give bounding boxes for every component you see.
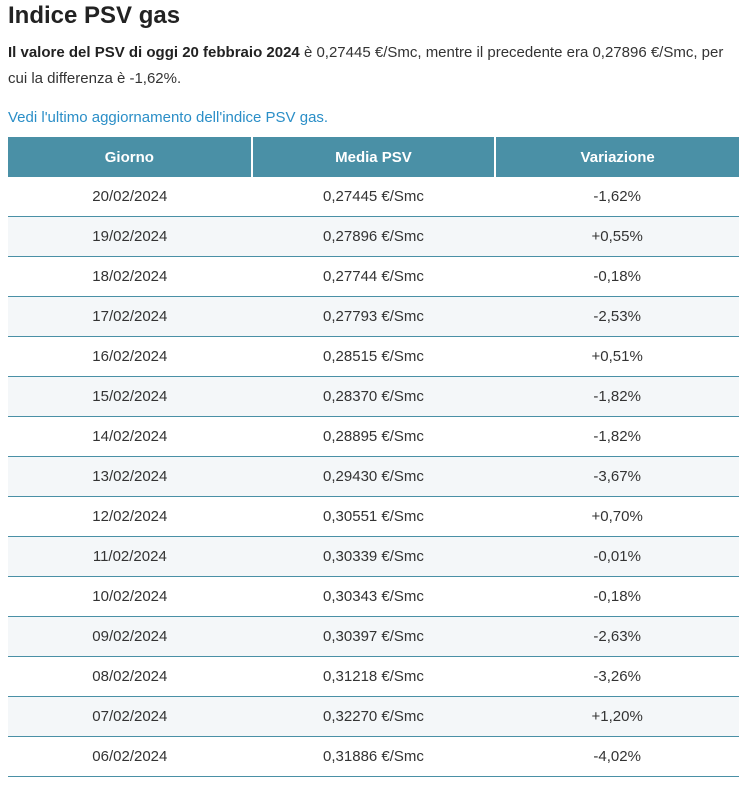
cell-day: 10/02/2024 [8,576,252,617]
cell-day: 13/02/2024 [8,456,252,497]
cell-variazione: -1,82% [495,416,739,457]
table-row: 11/02/2024 0,30339 €/Smc -0,01% [8,536,739,577]
cell-day: 14/02/2024 [8,416,252,457]
table-row: 18/02/2024 0,27744 €/Smc -0,18% [8,256,739,297]
cell-media-psv: 0,27896 €/Smc [251,216,496,257]
psv-table: Giorno Media PSV Variazione 20/02/2024 0,… [8,137,739,777]
cell-day: 15/02/2024 [8,376,252,417]
table-row: 13/02/2024 0,29430 €/Smc -3,67% [8,456,739,497]
cell-media-psv: 0,30551 €/Smc [251,496,496,537]
cell-media-psv: 0,28895 €/Smc [251,416,496,457]
table-row: 19/02/2024 0,27896 €/Smc +0,55% [8,216,739,257]
cell-variazione: -0,01% [495,536,739,577]
table-row: 20/02/2024 0,27445 €/Smc -1,62% [8,177,739,217]
header-media-psv: Media PSV [251,137,497,177]
cell-variazione: -1,62% [495,177,739,217]
cell-media-psv: 0,32270 €/Smc [251,696,496,737]
table-row: 14/02/2024 0,28895 €/Smc -1,82% [8,416,739,457]
cell-variazione: -2,63% [495,616,739,657]
cell-media-psv: 0,27744 €/Smc [251,256,496,297]
cell-media-psv: 0,27445 €/Smc [251,177,496,217]
cell-variazione: -0,18% [495,576,739,617]
cell-day: 09/02/2024 [8,616,252,657]
header-variazione: Variazione [495,137,739,177]
cell-media-psv: 0,31218 €/Smc [251,656,496,697]
cell-day: 12/02/2024 [8,496,252,537]
cell-variazione: -1,82% [495,376,739,417]
intro-bold-text: Il valore del PSV di oggi 20 febbraio 20… [8,44,300,61]
intro-text: è 0,27445 €/Smc, mentre il precedente er… [8,44,724,87]
cell-day: 11/02/2024 [8,536,252,577]
cell-variazione: +1,20% [495,696,739,737]
table-row: 17/02/2024 0,27793 €/Smc -2,53% [8,296,739,337]
cell-variazione: -0,18% [495,256,739,297]
intro-paragraph: Il valore del PSV di oggi 20 febbraio 20… [8,40,737,92]
table-row: 12/02/2024 0,30551 €/Smc +0,70% [8,496,739,537]
page-content: Indice PSV gas Il valore del PSV di oggi… [8,2,739,777]
cell-day: 06/02/2024 [8,736,252,777]
cell-day: 17/02/2024 [8,296,252,337]
table-body: 20/02/2024 0,27445 €/Smc -1,62% 19/02/2024 0… [8,177,739,777]
table-header: Giorno Media PSV Variazione [8,137,739,177]
cell-media-psv: 0,28515 €/Smc [251,336,496,377]
table-row: 07/02/2024 0,32270 €/Smc +1,20% [8,696,739,737]
cell-media-psv: 0,31886 €/Smc [251,736,496,777]
table-row: 16/02/2024 0,28515 €/Smc +0,51% [8,336,739,377]
latest-update-link[interactable]: Vedi l'ultimo aggiornamento dell'indice … [8,109,329,126]
table-row: 06/02/2024 0,31886 €/Smc -4,02% [8,736,739,777]
cell-variazione: -4,02% [495,736,739,777]
cell-day: 16/02/2024 [8,336,252,377]
cell-variazione: -2,53% [495,296,739,337]
cell-media-psv: 0,27793 €/Smc [251,296,496,337]
table-row: 10/02/2024 0,30343 €/Smc -0,18% [8,576,739,617]
table-row: 08/02/2024 0,31218 €/Smc -3,26% [8,656,739,697]
cell-day: 07/02/2024 [8,696,252,737]
cell-variazione: +0,51% [495,336,739,377]
cell-day: 19/02/2024 [8,216,252,257]
page-title: Indice PSV gas [8,2,181,29]
cell-media-psv: 0,30343 €/Smc [251,576,496,617]
cell-media-psv: 0,29430 €/Smc [251,456,496,497]
cell-day: 18/02/2024 [8,256,252,297]
table-row: 09/02/2024 0,30397 €/Smc -2,63% [8,616,739,657]
cell-media-psv: 0,30339 €/Smc [251,536,496,577]
cell-day: 08/02/2024 [8,656,252,697]
cell-variazione: -3,67% [495,456,739,497]
cell-media-psv: 0,28370 €/Smc [251,376,496,417]
cell-variazione: +0,70% [495,496,739,537]
cell-day: 20/02/2024 [8,177,252,217]
header-row: Giorno Media PSV Variazione [8,137,739,177]
cell-variazione: +0,55% [495,216,739,257]
table-row: 15/02/2024 0,28370 €/Smc -1,82% [8,376,739,417]
cell-variazione: -3,26% [495,656,739,697]
header-giorno: Giorno [8,137,253,177]
cell-media-psv: 0,30397 €/Smc [251,616,496,657]
